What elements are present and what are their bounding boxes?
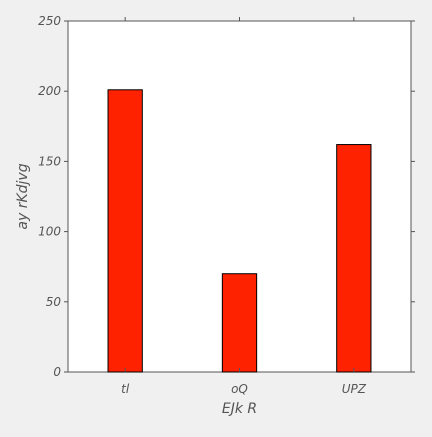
bars-group xyxy=(107,89,372,373)
y-tick-label: 150 xyxy=(38,154,61,168)
y-tick-label: 200 xyxy=(38,84,61,98)
y-tick-label: 250 xyxy=(38,14,61,28)
x-tick-label: UPZ xyxy=(342,382,367,396)
bar-UPZ xyxy=(336,144,372,373)
bar-tl xyxy=(107,89,143,373)
x-axis-title: EJk R xyxy=(222,401,257,417)
bar-oQ xyxy=(221,273,258,373)
x-tick-label: tl xyxy=(121,382,130,396)
y-axis-ticks: 0 50 100 150 200 250 xyxy=(38,14,415,379)
x-tick-label: oQ xyxy=(231,382,248,396)
y-tick-label: 100 xyxy=(38,225,61,239)
x-axis-ticks: tl oQ UPZ xyxy=(121,17,367,396)
y-axis-title: ay rKdjvg xyxy=(15,163,31,229)
y-tick-label: 50 xyxy=(46,295,62,309)
y-tick-label: 0 xyxy=(53,365,61,379)
